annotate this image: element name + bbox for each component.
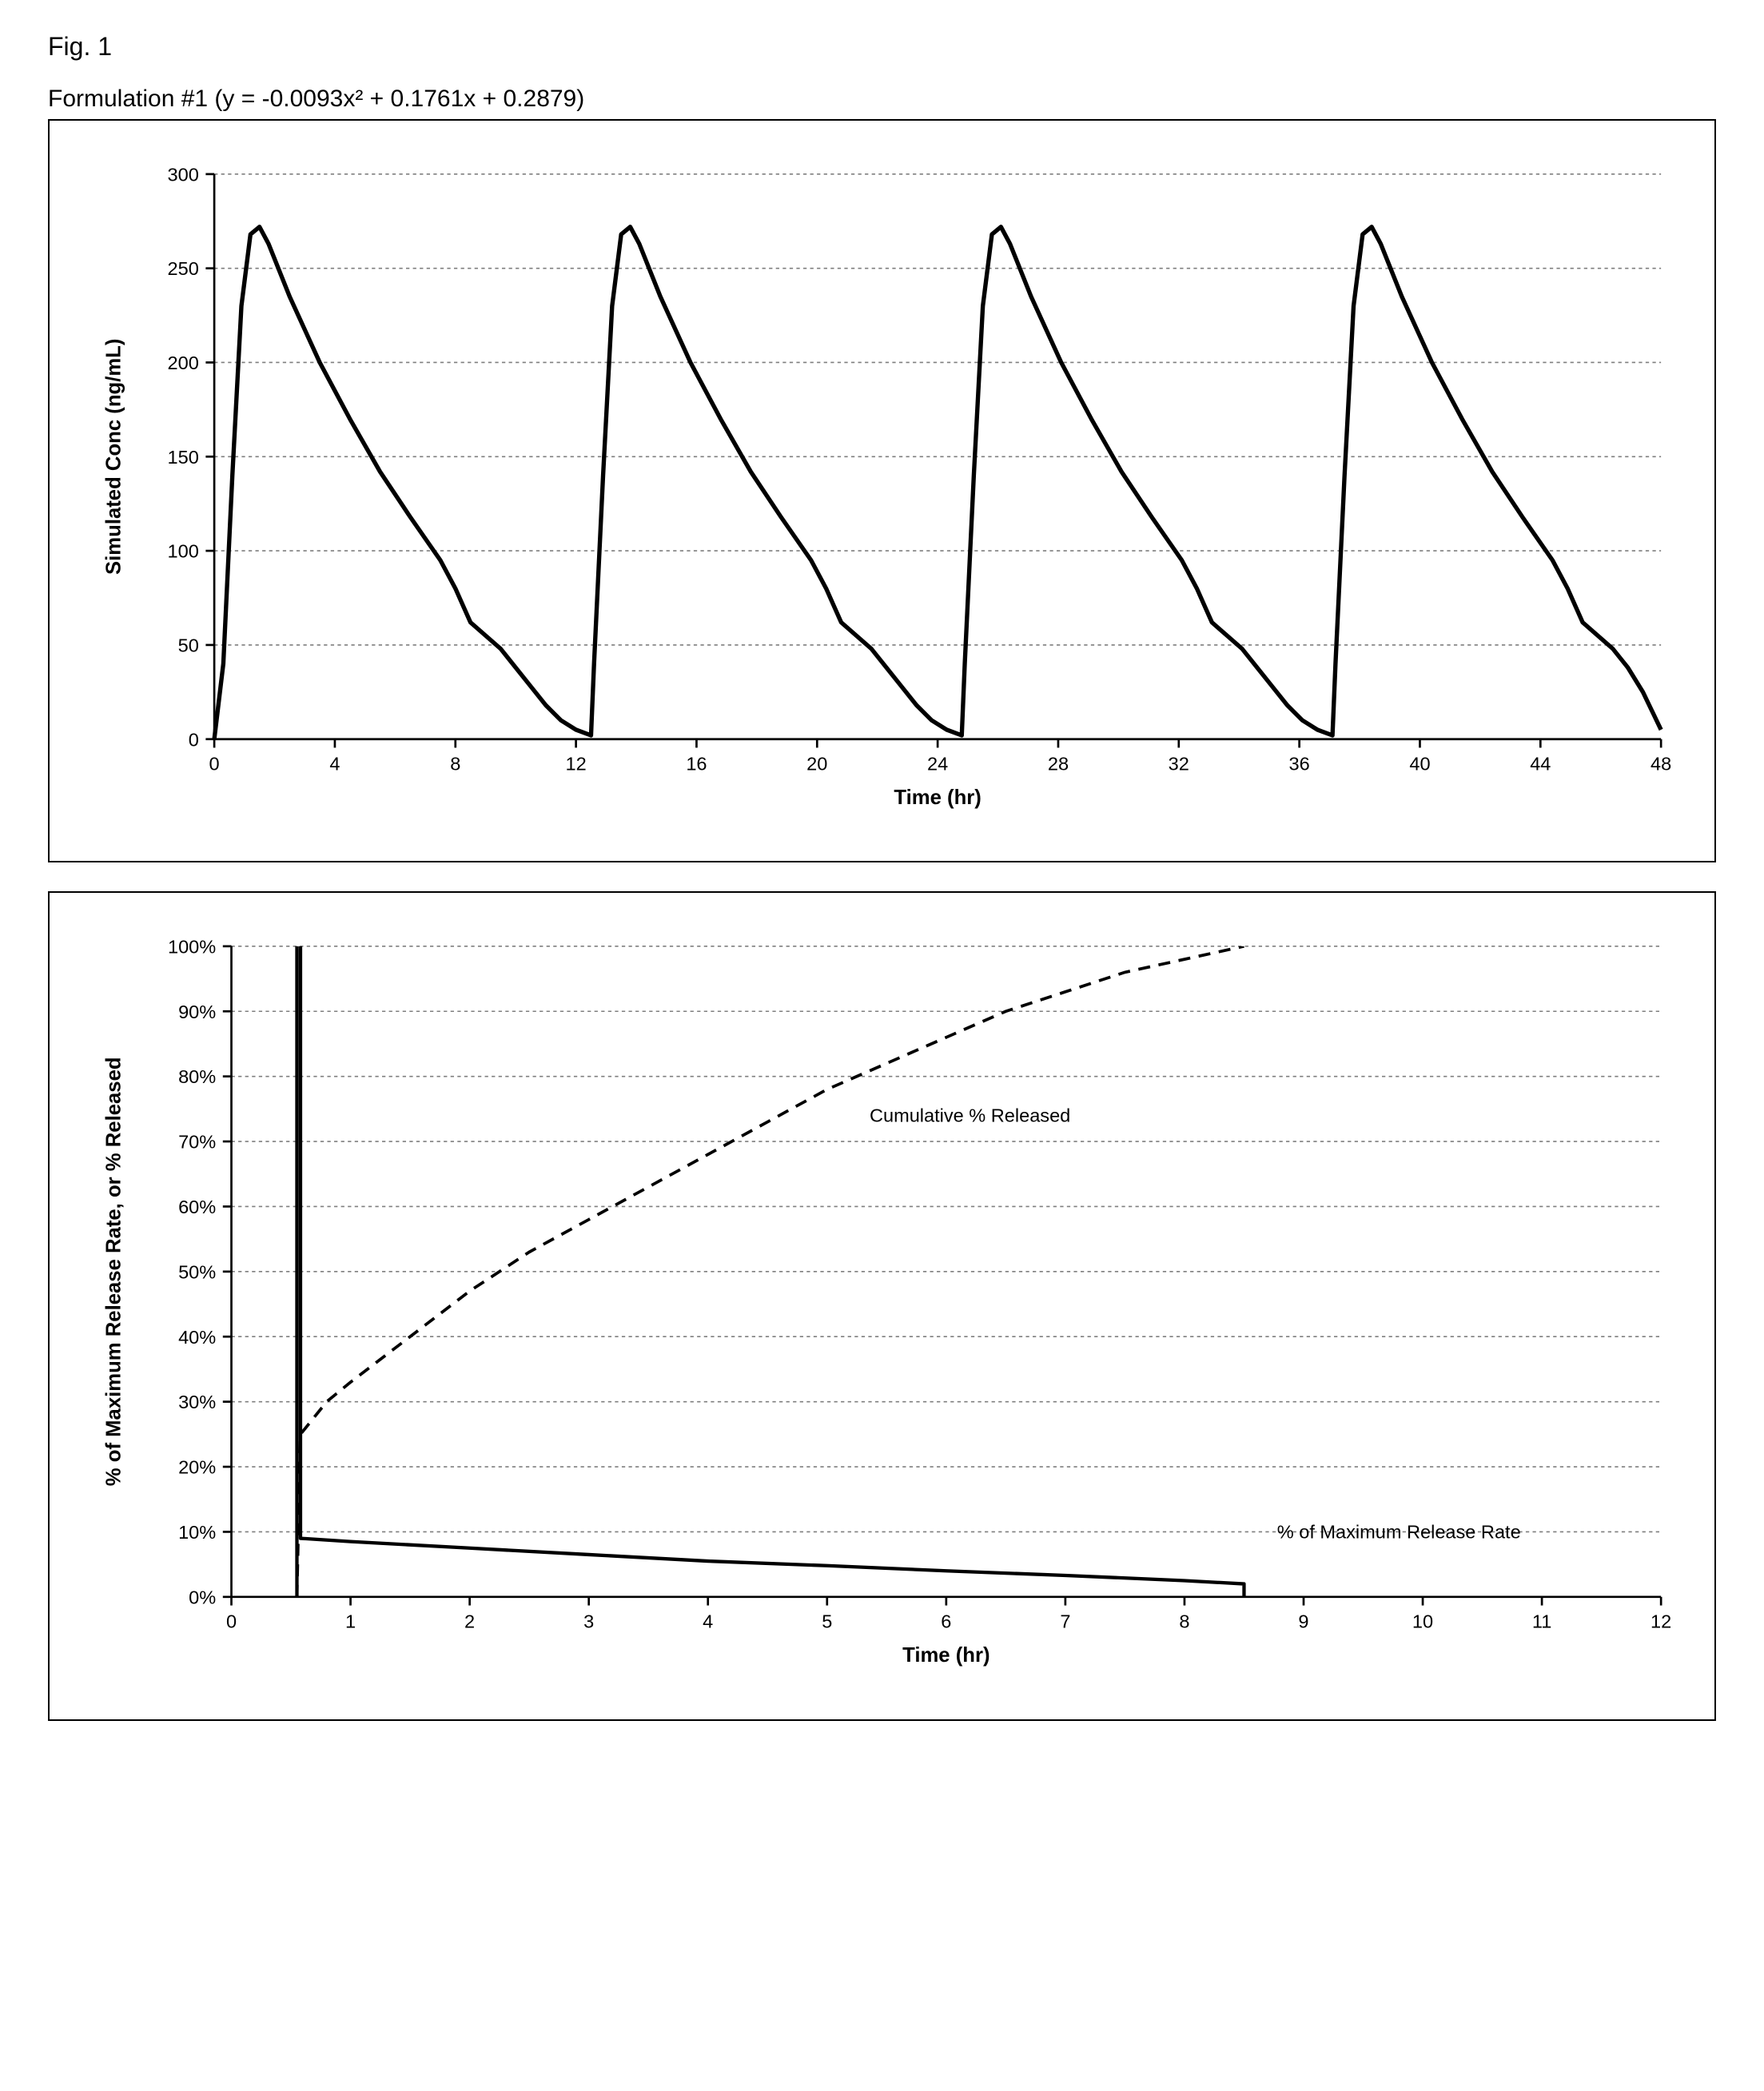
svg-text:Time (hr): Time (hr) [894,787,981,809]
svg-text:1: 1 [345,1611,356,1632]
svg-text:2: 2 [464,1611,475,1632]
svg-text:4: 4 [703,1611,713,1632]
svg-text:150: 150 [168,447,199,468]
svg-text:100%: 100% [168,937,216,958]
svg-text:12: 12 [566,753,587,774]
svg-text:28: 28 [1048,753,1069,774]
svg-text:44: 44 [1530,753,1551,774]
chart2-svg: 0%10%20%30%40%50%60%70%80%90%100%0123456… [69,912,1695,1699]
svg-text:0: 0 [209,753,220,774]
svg-text:Time (hr): Time (hr) [902,1644,990,1667]
svg-text:20: 20 [806,753,827,774]
svg-text:Cumulative % Released: Cumulative % Released [870,1105,1070,1126]
chart1-container: 0501001502002503000481216202428323640444… [48,119,1716,862]
svg-text:16: 16 [686,753,707,774]
svg-text:30%: 30% [178,1392,216,1412]
svg-text:36: 36 [1289,753,1310,774]
svg-text:12: 12 [1651,1611,1671,1632]
svg-text:50: 50 [178,635,199,655]
svg-text:250: 250 [168,258,199,279]
figure-label: Fig. 1 [48,32,1716,62]
svg-text:48: 48 [1651,753,1671,774]
svg-text:6: 6 [941,1611,951,1632]
svg-text:3: 3 [583,1611,594,1632]
svg-text:32: 32 [1169,753,1189,774]
svg-text:20%: 20% [178,1457,216,1478]
svg-text:10%: 10% [178,1522,216,1543]
svg-text:300: 300 [168,164,199,185]
svg-text:80%: 80% [178,1066,216,1087]
chart1-title: Formulation #1 (y = -0.0093x² + 0.1761x … [48,86,1716,113]
svg-text:% of Maximum Release Rate, or: % of Maximum Release Rate, or % Released [102,1057,125,1487]
svg-text:0%: 0% [189,1587,216,1608]
svg-text:50%: 50% [178,1262,216,1283]
svg-text:8: 8 [450,753,460,774]
svg-text:0: 0 [226,1611,237,1632]
svg-text:70%: 70% [178,1132,216,1153]
svg-text:5: 5 [822,1611,832,1632]
svg-text:Simulated Conc (ng/mL): Simulated Conc (ng/mL) [102,339,125,575]
svg-text:% of Maximum Release Rate: % of Maximum Release Rate [1277,1522,1521,1543]
svg-text:40: 40 [1409,753,1430,774]
svg-text:24: 24 [927,753,948,774]
chart2-container: 0%10%20%30%40%50%60%70%80%90%100%0123456… [48,891,1716,1720]
svg-text:10: 10 [1412,1611,1433,1632]
svg-text:100: 100 [168,541,199,562]
svg-text:11: 11 [1532,1611,1551,1632]
chart1-svg: 0501001502002503000481216202428323640444… [69,140,1695,842]
svg-text:90%: 90% [178,1002,216,1022]
svg-text:60%: 60% [178,1197,216,1217]
svg-text:8: 8 [1179,1611,1189,1632]
svg-text:0: 0 [189,729,199,750]
svg-text:40%: 40% [178,1327,216,1348]
svg-text:9: 9 [1298,1611,1308,1632]
svg-text:7: 7 [1060,1611,1070,1632]
svg-text:4: 4 [329,753,340,774]
svg-text:200: 200 [168,352,199,373]
